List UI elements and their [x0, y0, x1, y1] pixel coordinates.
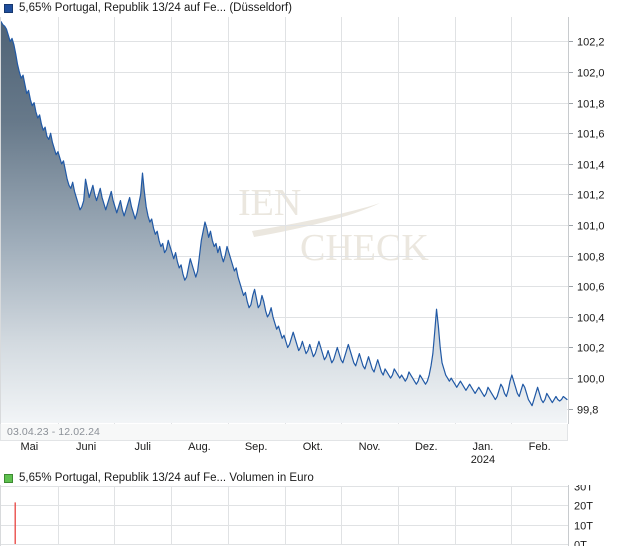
price-y-tick-label: 102,2 [577, 37, 605, 49]
x-axis-month-label: Juni [75, 441, 97, 453]
watermark-line1: IEN [238, 182, 301, 224]
x-axis-month-label: Mai [20, 441, 39, 453]
date-range-bar[interactable] [0, 424, 568, 441]
watermark-line2: CHECK [300, 227, 429, 269]
price-line [1, 20, 568, 407]
x-axis-month-label: Dez. [414, 441, 438, 453]
price-chart: IEN CHECK 102,2 102,0 101,8 101,6 101,4 101,2… [0, 17, 605, 424]
price-y-tick-label: 100,8 [577, 252, 605, 264]
price-y-tick-label: 102,0 [577, 68, 605, 80]
price-legend-label: 5,65% Portugal, Republik 13/24 auf Fe...… [19, 2, 292, 14]
date-range-text: 03.04.23 - 12.02.24 [7, 426, 100, 438]
price-y-tick-label: 100,4 [577, 313, 605, 325]
price-legend-swatch-icon [4, 3, 13, 13]
price-y-axis: 102,2 102,0 101,8 101,6 101,4 101,2 101,0 100,8… [568, 37, 605, 417]
volume-legend-swatch-icon [4, 473, 13, 483]
x-axis-year-label: 2024 [470, 454, 496, 466]
price-area-fill [1, 21, 567, 423]
x-axis-month-label: Okt. [302, 441, 323, 453]
price-y-tick-label: 100,2 [577, 343, 605, 355]
price-y-tick-label: 101,4 [577, 160, 605, 172]
x-axis-month-label: Aug. [188, 441, 211, 453]
price-series-legend: 5,65% Portugal, Republik 13/24 auf Fe...… [4, 2, 292, 14]
volume-y-tick-label: 0T [574, 540, 587, 546]
price-y-tick-label: 101,6 [577, 129, 605, 141]
volume-legend-label: 5,65% Portugal, Republik 13/24 auf Fe...… [19, 472, 314, 484]
volume-y-axis: 30T 20T 10T 0T [574, 485, 593, 546]
volume-y-tick-label: 10T [574, 521, 593, 533]
volume-gridlines [1, 486, 568, 545]
x-axis-month-label: Feb. [528, 441, 551, 453]
price-y-tick-label: 99,8 [577, 405, 598, 417]
price-y-tick-label: 101,2 [577, 190, 605, 202]
x-axis-month-label: Juli [134, 441, 151, 453]
price-y-tick-label: 100,0 [577, 374, 605, 386]
price-y-tick-label: 101,0 [577, 221, 605, 233]
x-axis-month-label: Jan. 2024 [443, 441, 523, 467]
price-y-tick-label: 100,6 [577, 282, 605, 294]
watermark-swoosh-icon [252, 203, 380, 237]
x-axis-month-label: Sep. [244, 441, 268, 453]
watermark: IEN CHECK [238, 182, 429, 269]
volume-plot-background [1, 486, 568, 544]
price-y-tick-label: 101,8 [577, 99, 605, 111]
x-axis-month-label: Nov. [358, 441, 381, 453]
volume-y-tick-label: 20T [574, 501, 593, 513]
volume-chart: 30T 20T 10T 0T [0, 485, 593, 546]
x-axis-months: Mai Juni Juli Aug. Sep. Okt. Nov. Dez. Jan. 2024 F… [0, 441, 620, 473]
volume-y-tick-label: 30T [574, 485, 593, 494]
volume-series-legend: 5,65% Portugal, Republik 13/24 auf Fe...… [4, 472, 314, 484]
